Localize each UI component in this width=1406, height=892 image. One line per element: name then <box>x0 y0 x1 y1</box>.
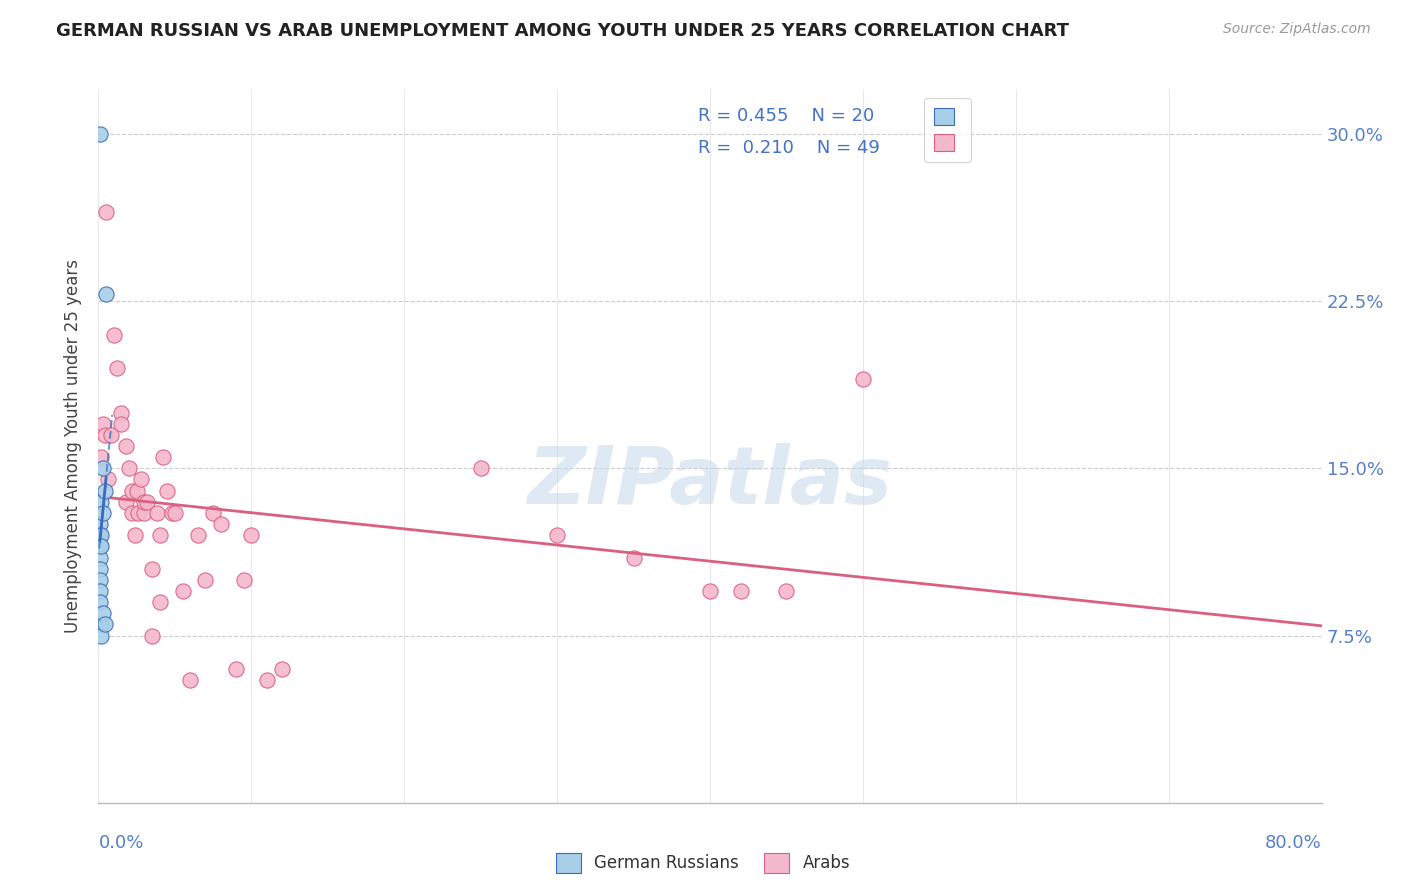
Point <box>775 583 797 598</box>
Text: 0.0%: 0.0% <box>98 834 143 852</box>
Point <box>110 417 132 431</box>
Point <box>89 595 111 609</box>
Point <box>115 494 138 508</box>
Point <box>160 506 183 520</box>
Point <box>90 528 112 542</box>
Point <box>156 483 179 498</box>
Point <box>163 506 186 520</box>
Point <box>179 673 201 687</box>
Point <box>699 583 721 598</box>
Point <box>172 583 194 598</box>
Point <box>194 573 217 587</box>
Point <box>240 528 263 542</box>
Text: GERMAN RUSSIAN VS ARAB UNEMPLOYMENT AMONG YOUTH UNDER 25 YEARS CORRELATION CHART: GERMAN RUSSIAN VS ARAB UNEMPLOYMENT AMON… <box>56 22 1069 40</box>
Point <box>121 483 143 498</box>
Point <box>852 372 875 386</box>
Point <box>91 506 114 520</box>
Point <box>90 539 112 553</box>
Point <box>152 450 174 465</box>
Point <box>546 528 568 542</box>
Point <box>141 628 163 642</box>
Point <box>149 595 172 609</box>
Point <box>115 439 138 453</box>
Point <box>730 583 752 598</box>
Point <box>93 483 115 498</box>
Point <box>93 617 115 632</box>
Legend: German Russians, Arabs: German Russians, Arabs <box>550 847 856 880</box>
Point <box>141 562 163 576</box>
Point <box>100 427 122 442</box>
Point <box>91 461 114 475</box>
Point <box>94 204 117 219</box>
Point <box>94 287 117 301</box>
Point <box>470 461 492 475</box>
Point <box>89 573 111 587</box>
Point <box>124 528 146 542</box>
Point <box>89 539 111 553</box>
Point <box>256 673 278 687</box>
Point <box>89 583 111 598</box>
Point <box>89 550 111 565</box>
Point <box>134 494 156 508</box>
Point <box>89 562 111 576</box>
Y-axis label: Unemployment Among Youth under 25 years: Unemployment Among Youth under 25 years <box>65 259 83 633</box>
Text: R =  0.210    N = 49: R = 0.210 N = 49 <box>697 139 880 157</box>
Point <box>90 494 112 508</box>
Point <box>110 405 132 420</box>
Point <box>93 427 115 442</box>
Point <box>202 506 225 520</box>
Point <box>209 517 232 532</box>
Point <box>125 483 148 498</box>
Point <box>121 506 143 520</box>
Point <box>232 573 254 587</box>
Text: R = 0.455    N = 20: R = 0.455 N = 20 <box>697 107 875 125</box>
Point <box>623 550 645 565</box>
Point <box>129 473 152 487</box>
Point <box>103 327 125 342</box>
Point <box>90 450 112 465</box>
Text: Source: ZipAtlas.com: Source: ZipAtlas.com <box>1223 22 1371 37</box>
Point <box>134 506 156 520</box>
Point <box>89 528 111 542</box>
Point <box>89 517 111 532</box>
Point <box>90 628 112 642</box>
Point <box>105 360 128 375</box>
Point <box>127 506 149 520</box>
Point <box>145 506 167 520</box>
Point <box>118 461 141 475</box>
Text: 80.0%: 80.0% <box>1265 834 1322 852</box>
Point <box>225 662 247 676</box>
Point <box>89 127 111 141</box>
Point <box>90 617 112 632</box>
Point <box>91 417 114 431</box>
Point <box>97 473 120 487</box>
Point <box>91 607 114 621</box>
Point <box>136 494 159 508</box>
Text: ZIPatlas: ZIPatlas <box>527 442 893 521</box>
Point <box>270 662 292 676</box>
Point <box>149 528 172 542</box>
Legend: , : , <box>924 97 970 162</box>
Point <box>187 528 209 542</box>
